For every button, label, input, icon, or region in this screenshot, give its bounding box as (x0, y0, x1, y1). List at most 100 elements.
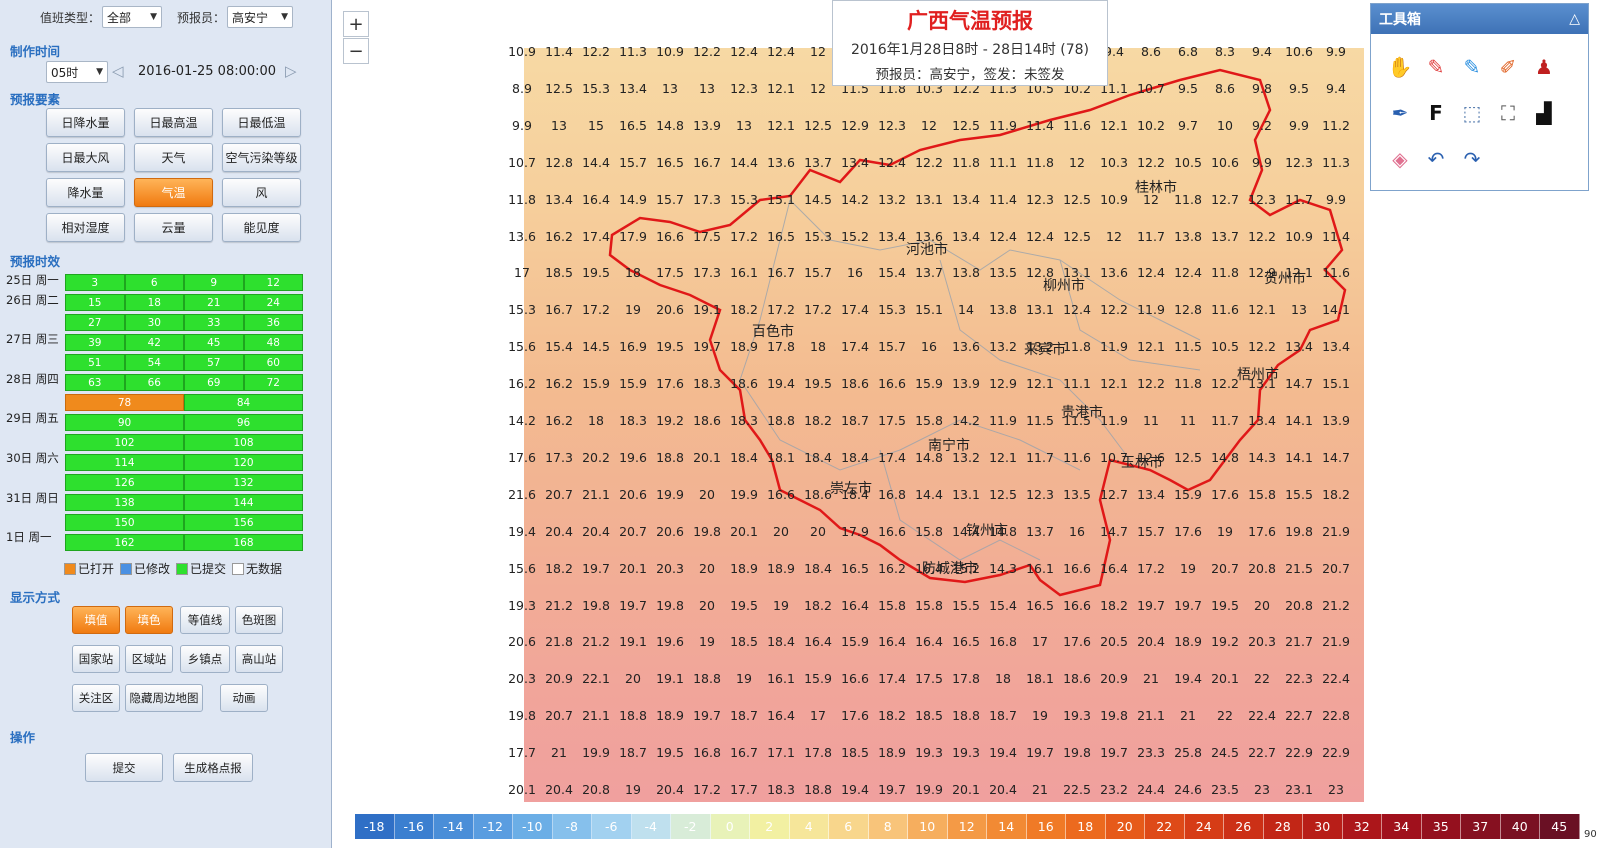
pencil-blue-icon[interactable]: ✎ (1463, 55, 1481, 79)
validity-cell[interactable]: 102 (65, 434, 184, 451)
lasso-icon[interactable]: ⛶ (1501, 101, 1515, 125)
display-button-10[interactable]: 动画 (220, 684, 268, 712)
legend-item: 已提交 (176, 560, 226, 577)
display-button-6[interactable]: 乡镇点 (180, 645, 230, 673)
validity-cell[interactable]: 168 (184, 534, 303, 551)
element-button-0[interactable]: 日降水量 (46, 108, 125, 137)
toolbox-panel: 工具箱 △ ✋ ✎ ✎ ✐ ♟ ✒ F ⬚ ⛶ ▟ ◈ ↶ ↷ (1370, 3, 1589, 191)
validity-cell[interactable]: 66 (124, 374, 184, 391)
undo-icon[interactable]: ↶ (1427, 147, 1445, 171)
forecaster-select[interactable]: 高安宁 ▼ (227, 6, 294, 28)
validity-cell[interactable]: 54 (124, 354, 184, 371)
display-button-9[interactable]: 隐藏周边地图 (125, 684, 203, 712)
validity-cell[interactable]: 126 (65, 474, 184, 491)
validity-cell[interactable]: 36 (243, 314, 303, 331)
validity-cell[interactable]: 120 (184, 454, 303, 471)
validity-cell[interactable]: 84 (184, 394, 303, 411)
validity-cell[interactable]: 24 (243, 294, 303, 311)
element-button-2[interactable]: 日最低温 (222, 108, 301, 137)
next-time-icon[interactable]: ▷ (285, 62, 297, 80)
pen-icon[interactable]: ✒ (1391, 101, 1409, 125)
validity-cell[interactable]: 78 (65, 394, 184, 411)
select-icon[interactable]: ⬚ (1462, 101, 1482, 125)
duty-type-select[interactable]: 全部 ▼ (102, 6, 163, 28)
validity-cell[interactable]: 57 (184, 354, 244, 371)
display-button-0[interactable]: 填值 (72, 606, 120, 634)
display-button-5[interactable]: 区域站 (125, 645, 173, 673)
colorbar-cell: 10 (908, 814, 948, 839)
day-label: 25日 周一 (6, 273, 59, 287)
element-button-6[interactable]: 降水量 (46, 178, 125, 207)
validity-cell[interactable]: 63 (65, 374, 125, 391)
city-label: 玉林市 (1121, 455, 1163, 471)
day-label: 31日 周日 (6, 491, 59, 505)
zoom-out-button[interactable]: − (343, 38, 369, 64)
element-button-9[interactable]: 相对湿度 (46, 213, 125, 242)
pencil-red-icon[interactable]: ✎ (1427, 55, 1445, 79)
validity-cell[interactable]: 60 (243, 354, 303, 371)
display-button-8[interactable]: 关注区 (72, 684, 120, 712)
validity-cell[interactable]: 39 (65, 334, 125, 351)
validity-cell[interactable]: 150 (65, 514, 184, 531)
chevron-down-icon: ▼ (96, 67, 103, 77)
element-button-4[interactable]: 天气 (134, 143, 213, 172)
display-button-1[interactable]: 填色 (125, 606, 173, 634)
element-button-11[interactable]: 能见度 (222, 213, 301, 242)
validity-cell[interactable]: 138 (65, 494, 184, 511)
element-button-1[interactable]: 日最高温 (134, 108, 213, 137)
validity-cell[interactable]: 9 (184, 274, 244, 291)
validity-cell[interactable]: 90 (65, 414, 184, 431)
hand-icon[interactable]: ✋ (1387, 55, 1413, 79)
validity-cell[interactable]: 96 (184, 414, 303, 431)
city-label: 钦州市 (966, 523, 1008, 539)
validity-cell[interactable]: 3 (65, 274, 125, 291)
chart-icon[interactable]: ▟ (1536, 101, 1552, 125)
validity-cell[interactable]: 69 (184, 374, 244, 391)
display-button-3[interactable]: 色斑图 (235, 606, 283, 634)
validity-cell[interactable]: 144 (184, 494, 303, 511)
element-button-3[interactable]: 日最大风 (46, 143, 125, 172)
display-button-4[interactable]: 国家站 (72, 645, 120, 673)
stamp-icon[interactable]: ♟ (1535, 55, 1553, 79)
colorbar-tail: 90 (1584, 829, 1597, 840)
submit-button[interactable]: 提交 (85, 753, 163, 782)
colorbar-cell: 45 (1540, 814, 1580, 839)
validity-cell[interactable]: 42 (124, 334, 184, 351)
brush-icon[interactable]: ✐ (1499, 55, 1517, 79)
validity-cell[interactable]: 45 (184, 334, 244, 351)
redo-icon[interactable]: ↷ (1463, 147, 1481, 171)
validity-cell[interactable]: 30 (124, 314, 184, 331)
validity-cell[interactable]: 156 (184, 514, 303, 531)
element-button-5[interactable]: 空气污染等级 (222, 143, 301, 172)
validity-cell[interactable]: 132 (184, 474, 303, 491)
toolbox-title: 工具箱 (1379, 12, 1421, 28)
prev-time-icon[interactable]: ◁ (112, 62, 124, 80)
element-button-8[interactable]: 风 (222, 178, 301, 207)
validity-cell[interactable]: 21 (184, 294, 244, 311)
chevron-down-icon: ▼ (281, 12, 289, 22)
collapse-icon[interactable]: △ (1569, 11, 1580, 27)
hour-select[interactable]: 05时 ▼ (46, 61, 108, 83)
validity-cell[interactable]: 162 (65, 534, 184, 551)
validity-cell[interactable]: 15 (65, 294, 125, 311)
eraser-icon[interactable]: ◈ (1392, 147, 1408, 171)
generate-grid-button[interactable]: 生成格点报 (173, 753, 253, 782)
validity-cell[interactable]: 114 (65, 454, 184, 471)
validity-cell[interactable]: 33 (184, 314, 244, 331)
element-button-7[interactable]: 气温 (134, 178, 213, 207)
element-button-10[interactable]: 云量 (134, 213, 213, 242)
validity-cell[interactable]: 51 (65, 354, 125, 371)
zoom-in-button[interactable]: + (343, 11, 369, 37)
display-button-2[interactable]: 等值线 (180, 606, 230, 634)
display-button-7[interactable]: 高山站 (235, 645, 283, 673)
city-label: 防城港市 (922, 561, 978, 577)
validity-cell[interactable]: 18 (124, 294, 184, 311)
validity-cell[interactable]: 6 (124, 274, 184, 291)
validity-cell[interactable]: 48 (243, 334, 303, 351)
validity-cell[interactable]: 27 (65, 314, 125, 331)
duty-type-row: 值班类型： 全部 ▼ 预报员： 高安宁 ▼ (40, 5, 294, 29)
validity-cell[interactable]: 72 (243, 374, 303, 391)
font-icon[interactable]: F (1429, 101, 1443, 125)
validity-cell[interactable]: 108 (184, 434, 303, 451)
validity-cell[interactable]: 12 (243, 274, 303, 291)
